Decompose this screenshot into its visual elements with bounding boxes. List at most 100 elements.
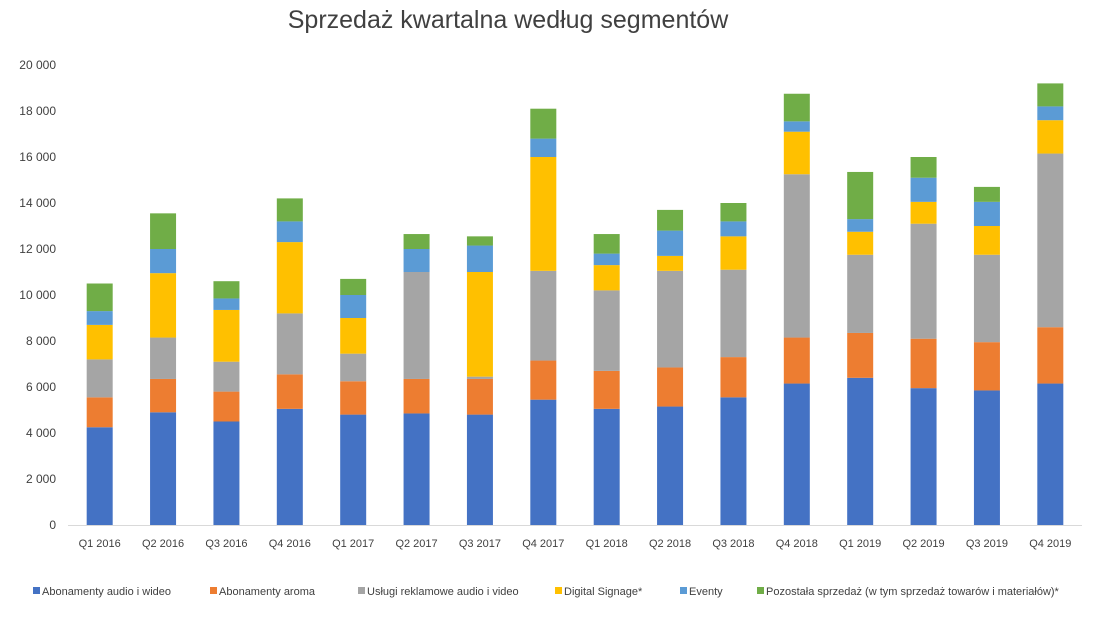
legend: Abonamenty audio i wideo Abonamenty aroma… — [33, 586, 1060, 598]
x-tick-label: Q4 2017 — [522, 538, 564, 550]
chart-title: Sprzedaż kwartalna według segmentów — [287, 6, 729, 34]
y-tick-label: 8 000 — [26, 334, 56, 348]
bar-segment — [847, 231, 874, 255]
bar-segment — [86, 427, 113, 525]
bar-segment — [86, 324, 113, 360]
bar-segment — [657, 367, 684, 407]
bar-segment — [213, 281, 240, 299]
y-tick-label: 18 000 — [19, 104, 56, 118]
legend-label: Digital Signage* — [564, 586, 643, 598]
y-tick-label: 2 000 — [26, 472, 56, 486]
bar-segment — [657, 209, 684, 231]
y-tick-label: 10 000 — [19, 288, 56, 302]
x-tick-label: Q2 2016 — [142, 538, 184, 550]
bar-segment — [657, 230, 684, 256]
bar-segment — [593, 265, 620, 291]
bar-segment — [1037, 106, 1064, 121]
x-tick-label: Q3 2018 — [712, 538, 754, 550]
bar-segment — [530, 157, 557, 271]
bar-segment — [847, 171, 874, 220]
x-tick-label: Q1 2016 — [79, 538, 121, 550]
bar-segment — [150, 213, 177, 249]
x-tick-label: Q4 2016 — [269, 538, 311, 550]
x-tick-label: Q1 2017 — [332, 538, 374, 550]
bar-segment — [783, 131, 810, 175]
bar-segment — [276, 221, 303, 243]
bar-segment — [213, 309, 240, 362]
x-tick-label: Q3 2017 — [459, 538, 501, 550]
x-tick-label: Q2 2019 — [902, 538, 944, 550]
bar-segment — [973, 186, 1000, 202]
bar-segment — [213, 391, 240, 422]
bar-segment — [783, 383, 810, 525]
bar-segment — [720, 269, 747, 358]
y-axis: 0 2 000 4 000 6 000 8 000 10 000 12 000 14 000 1… — [19, 58, 56, 532]
bar-segment — [910, 177, 937, 202]
y-tick-label: 0 — [49, 518, 56, 532]
bar-segment — [150, 337, 177, 379]
bar-segment — [403, 234, 430, 249]
bar-segment — [86, 359, 113, 398]
bar-segment — [910, 223, 937, 339]
x-axis: Q1 2016 Q2 2016 Q3 2016 Q4 2016 Q1 2017 Q2 20… — [79, 538, 1072, 550]
bar-segment — [783, 337, 810, 384]
bar-segment — [910, 388, 937, 525]
bar-segment — [593, 234, 620, 254]
bar-segment — [1037, 120, 1064, 154]
bar-segment — [910, 157, 937, 178]
bar-segment — [86, 397, 113, 428]
x-tick-label: Q2 2018 — [649, 538, 691, 550]
bar-segment — [530, 399, 557, 525]
bar-segment — [213, 361, 240, 392]
y-tick-label: 14 000 — [19, 196, 56, 210]
bar-segment — [276, 313, 303, 375]
bar-segment — [783, 174, 810, 338]
legend-swatch — [555, 587, 562, 594]
x-tick-label: Q4 2019 — [1029, 538, 1071, 550]
bar-segment — [530, 138, 557, 157]
legend-swatch — [33, 587, 40, 594]
bar-segment — [593, 408, 620, 525]
bar-segment — [340, 278, 367, 295]
bar-segment — [593, 253, 620, 266]
bar-segment — [1037, 327, 1064, 384]
bar-segment — [973, 201, 1000, 226]
x-tick-label: Q3 2019 — [966, 538, 1008, 550]
bar-segment — [973, 390, 1000, 525]
bar-segment — [530, 360, 557, 400]
bar-segment — [150, 249, 177, 274]
bar-segment — [593, 290, 620, 371]
bar-segment — [530, 270, 557, 361]
legend-label: Abonamenty aroma — [219, 586, 316, 598]
bar-segment — [340, 414, 367, 525]
y-tick-label: 12 000 — [19, 242, 56, 256]
bar-segment — [403, 249, 430, 272]
bar-segment — [276, 242, 303, 314]
bar-segment — [466, 236, 493, 246]
bar-segment — [340, 381, 367, 415]
legend-label: Pozostała sprzedaż (w tym sprzedaż towar… — [766, 586, 1060, 598]
bar-segment — [276, 374, 303, 409]
bar-segment — [213, 421, 240, 525]
bar-segment — [340, 353, 367, 382]
legend-label: Abonamenty audio i wideo — [42, 586, 171, 598]
bar-segment — [150, 378, 177, 413]
bar-segment — [1037, 153, 1064, 328]
x-tick-label: Q3 2016 — [205, 538, 247, 550]
bar-segment — [973, 254, 1000, 343]
bar-segment — [593, 370, 620, 409]
x-tick-label: Q1 2019 — [839, 538, 881, 550]
bar-segment — [910, 338, 937, 389]
bar-segment — [973, 226, 1000, 255]
bar-segment — [783, 93, 810, 122]
legend-swatch — [757, 587, 764, 594]
bar-segment — [847, 332, 874, 378]
bar-segment — [150, 273, 177, 338]
bar-segment — [150, 412, 177, 525]
legend-swatch — [210, 587, 217, 594]
bar-segment — [466, 414, 493, 525]
bar-segment — [720, 357, 747, 398]
bar-segment — [86, 311, 113, 325]
bar-segment — [403, 378, 430, 414]
bar-segment — [720, 221, 747, 237]
